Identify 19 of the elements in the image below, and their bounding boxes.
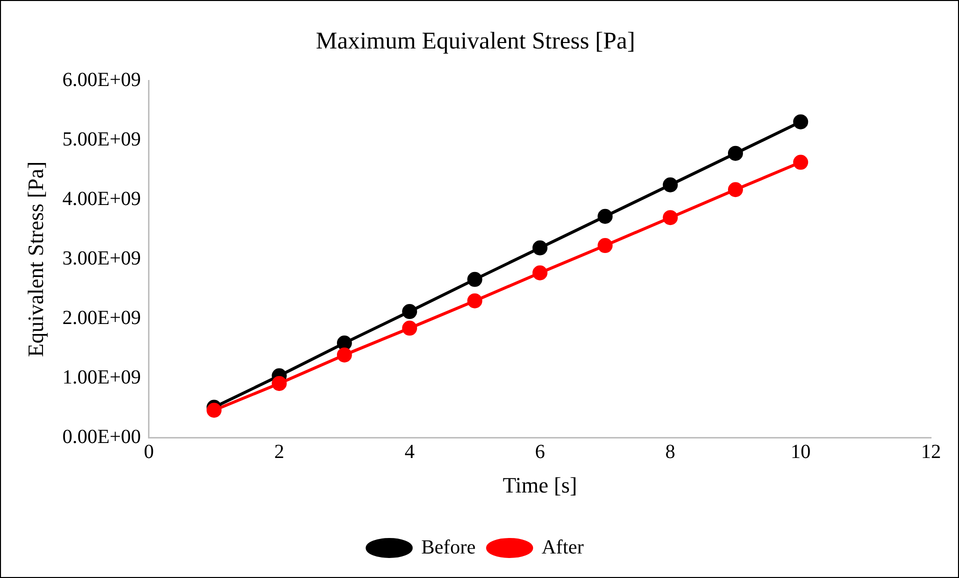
x-tick-label: 10 (790, 440, 811, 463)
y-axis-title: Equivalent Stress [Pa] (22, 161, 48, 357)
x-tick-label: 6 (534, 440, 545, 463)
x-axis-title: Time [s] (502, 472, 578, 498)
y-tick-label: 0.00E+00 (62, 426, 141, 448)
chart-title: Maximum Equivalent Stress [Pa] (316, 28, 636, 55)
x-tick-label: 2 (274, 440, 284, 463)
legend-label: Before (421, 536, 476, 558)
y-tick-label: 3.00E+09 (62, 247, 141, 270)
x-tick-label: 4 (404, 440, 415, 463)
y-tick-label: 4.00E+09 (62, 188, 141, 210)
x-tick-label: 8 (665, 440, 676, 463)
y-tick-label: 1.00E+09 (62, 366, 141, 388)
x-tick-label: 0 (144, 440, 154, 463)
x-tick-label: 12 (921, 440, 941, 463)
legend-label: After (542, 536, 584, 558)
y-tick-label: 6.00E+09 (62, 69, 141, 92)
y-tick-label: 5.00E+09 (62, 128, 141, 151)
y-tick-label: 2.00E+09 (62, 306, 141, 329)
